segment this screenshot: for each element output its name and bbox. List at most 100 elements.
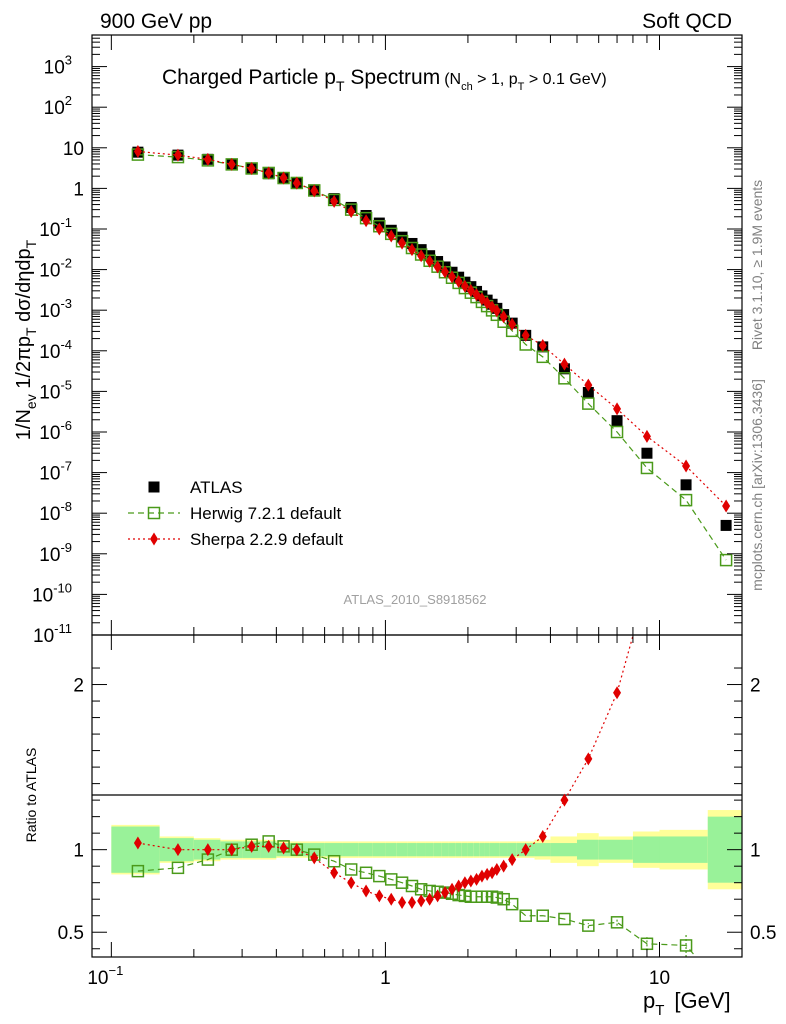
legend: ATLAS Herwig 7.2.1 default Sherpa 2.2.9 de… — [128, 478, 343, 549]
ratio-point-sherpa-2-2-9-default — [441, 886, 450, 900]
ratio-point-sherpa-2-2-9-default — [310, 851, 319, 865]
ratio-band-inner — [416, 843, 426, 857]
ratio-point-herwig-7-2-1-default — [582, 919, 595, 932]
point-sherpa-2-2-9-default — [330, 194, 339, 208]
ratio-point-herwig-7-2-1-default — [131, 864, 145, 878]
ratio-point-herwig-7-2-1-default — [505, 897, 519, 911]
ratio-point-sherpa-2-2-9-default — [560, 793, 569, 807]
axes: 10-1110-1010-910-810-710-610-510-410-310… — [32, 34, 776, 989]
point-sherpa-2-2-9-default — [508, 317, 517, 331]
ratio-y-tick-label-right: 1 — [750, 841, 761, 862]
y-tick-label: 1 — [73, 179, 84, 200]
point-sherpa-2-2-9-default — [466, 284, 475, 298]
ratio-point-herwig-7-2-1-default — [490, 891, 504, 904]
y-tick-label: 10-5 — [39, 377, 72, 403]
point-atlas — [720, 519, 732, 531]
point-sherpa-2-2-9-default — [613, 402, 622, 416]
x-tick-label: 10−1 — [87, 963, 123, 989]
ratio-point-sherpa-2-2-9-default — [538, 829, 547, 843]
ratio-point-sherpa-2-2-9-default — [398, 896, 407, 910]
point-sherpa-2-2-9-default — [310, 184, 319, 198]
series-line-herwig-7-2-1-default — [137, 153, 727, 561]
ratio-band-inner — [632, 836, 660, 863]
ratio-point-sherpa-2-2-9-default — [330, 866, 339, 880]
point-sherpa-2-2-9-default — [417, 249, 426, 263]
ratio-point-herwig-7-2-1-default — [536, 909, 549, 922]
ratio-band-inner — [425, 843, 434, 857]
ratio-y-tick-label: 1 — [73, 841, 84, 862]
point-sherpa-2-2-9-default — [203, 152, 212, 166]
top-series — [131, 145, 733, 567]
point-sherpa-2-2-9-default — [584, 378, 593, 392]
point-sherpa-2-2-9-default — [448, 270, 457, 284]
ratio-point-sherpa-2-2-9-default — [203, 843, 212, 857]
legend-marker-sherpa-2-2-9-default — [150, 532, 158, 546]
ratio-y-tick-label-right: 2 — [750, 676, 761, 697]
ratio-point-herwig-7-2-1-default — [359, 866, 373, 880]
ratio-point-herwig-7-2-1-default — [558, 912, 571, 926]
ratio-point-sherpa-2-2-9-default — [264, 839, 273, 853]
ratio-band-inner — [489, 843, 495, 857]
point-herwig-7-2-1-default — [679, 493, 693, 507]
ratio-point-sherpa-2-2-9-default — [613, 686, 622, 700]
ratio-point-herwig-7-2-1-default — [344, 863, 358, 876]
x-tick-label: 10 — [649, 968, 670, 989]
ratio-band-inner — [461, 843, 468, 857]
ratio-band-inner — [455, 843, 462, 857]
point-sherpa-2-2-9-default — [347, 204, 356, 218]
main-title: Charged Particle pT Spectrum (Nch > 1, pT… — [162, 66, 607, 94]
y-tick-label: 10-1 — [39, 215, 72, 241]
ratio-band-inner — [479, 843, 485, 857]
ratio-point-sherpa-2-2-9-default — [133, 836, 142, 850]
point-sherpa-2-2-9-default — [682, 459, 691, 473]
point-sherpa-2-2-9-default — [375, 222, 384, 236]
ratio-point-sherpa-2-2-9-default — [584, 752, 593, 766]
point-sherpa-2-2-9-default — [560, 357, 569, 371]
series-line-sherpa-2-2-9-default — [137, 150, 727, 507]
y-tick-label: 10-6 — [39, 418, 72, 444]
ratio-band-inner — [507, 843, 517, 857]
ratio-point-herwig-7-2-1-default — [373, 869, 386, 883]
ratio-point-sherpa-2-2-9-default — [279, 841, 288, 855]
ratio-point-sherpa-2-2-9-default — [375, 889, 384, 903]
ratio-point-sherpa-2-2-9-default — [466, 874, 475, 888]
top-y-axis-label: 1/Nev 1/2πpT dσ/dηdpT — [13, 239, 39, 440]
ratio-y-axis-label: Ratio to ATLAS — [23, 748, 39, 843]
ratio-point-sherpa-2-2-9-default — [425, 892, 434, 906]
ratio-band-inner — [385, 843, 397, 857]
y-tick-label: 10-4 — [39, 337, 72, 363]
ratio-band-inner — [358, 843, 373, 857]
point-sherpa-2-2-9-default — [492, 304, 501, 318]
y-tick-label: 102 — [44, 93, 72, 119]
point-herwig-7-2-1-default — [610, 425, 624, 439]
header-right: Soft QCD — [642, 10, 732, 33]
ratio-point-sherpa-2-2-9-default — [433, 889, 442, 903]
ratio-band-inner — [576, 839, 599, 860]
legend-label-atlas: ATLAS — [190, 478, 243, 497]
ratio-point-herwig-7-2-1-default — [519, 909, 532, 922]
y-tick-label: 10-9 — [39, 540, 72, 566]
point-sherpa-2-2-9-default — [425, 254, 434, 268]
point-atlas — [641, 447, 653, 459]
ratio-point-sherpa-2-2-9-default — [521, 843, 530, 857]
point-sherpa-2-2-9-default — [133, 145, 142, 159]
ratio-band-inner — [467, 843, 474, 857]
point-sherpa-2-2-9-default — [454, 274, 463, 288]
y-tick-label: 10-2 — [39, 256, 72, 282]
ratio-band-inner — [441, 843, 449, 857]
ratio-point-herwig-7-2-1-default — [610, 916, 624, 929]
legend-label-herwig-7-2-1-default: Herwig 7.2.1 default — [190, 504, 341, 523]
ratio-series — [131, 635, 697, 957]
ratio-point-sherpa-2-2-9-default — [292, 843, 301, 857]
x-tick-label: 1 — [380, 968, 391, 989]
ratio-point-sherpa-2-2-9-default — [347, 876, 356, 890]
y-tick-label: 103 — [44, 53, 72, 79]
point-sherpa-2-2-9-default — [642, 429, 651, 443]
ratio-band-inner — [324, 843, 343, 857]
ratio-point-sherpa-2-2-9-default — [492, 862, 501, 876]
point-sherpa-2-2-9-default — [362, 214, 371, 228]
ratio-point-sherpa-2-2-9-default — [387, 892, 396, 906]
point-herwig-7-2-1-default — [640, 461, 654, 475]
ratio-y-tick-label: 2 — [73, 676, 84, 697]
